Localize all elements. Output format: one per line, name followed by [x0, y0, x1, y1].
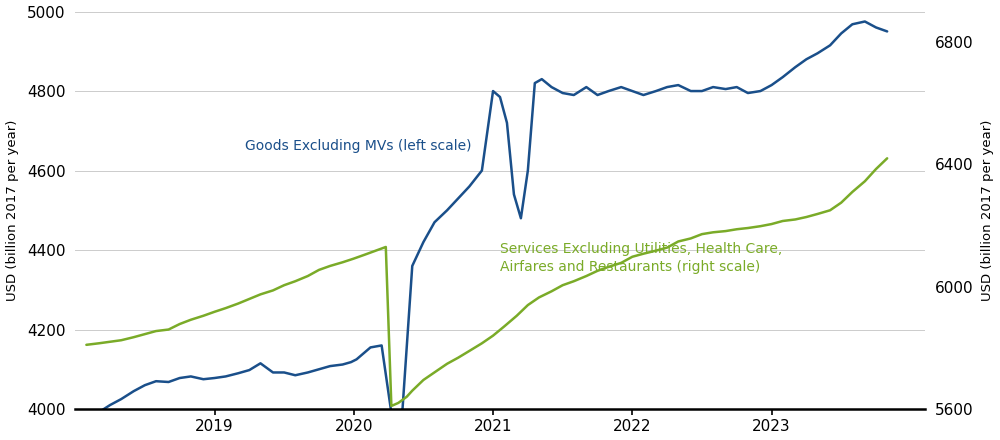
- Text: Services Excluding Utilities, Health Care,
Airfares and Restaurants (right scale: Services Excluding Utilities, Health Car…: [500, 242, 782, 275]
- Y-axis label: USD (billion 2017 per year): USD (billion 2017 per year): [6, 120, 19, 301]
- Text: Goods Excluding MVs (left scale): Goods Excluding MVs (left scale): [245, 139, 472, 153]
- Y-axis label: USD (billion 2017 per year): USD (billion 2017 per year): [981, 120, 994, 301]
